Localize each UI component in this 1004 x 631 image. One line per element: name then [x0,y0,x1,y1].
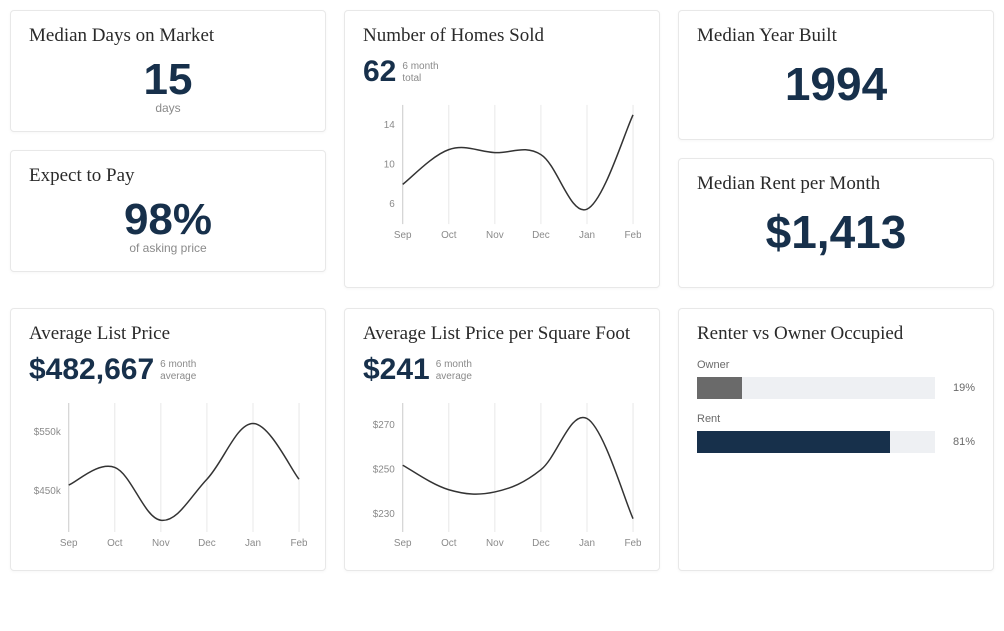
svg-text:Feb: Feb [625,230,641,241]
homes-sold-super: 6 month total [402,61,438,87]
svg-text:6: 6 [389,199,395,210]
bar-fill [697,431,890,453]
avg-list-value-row: $482,667 6 month average [29,355,307,385]
bar-pct: 81% [945,436,975,448]
card-avg-list-psf: Average List Price per Square Foot $241 … [344,308,660,571]
card-renter-owner: Renter vs Owner Occupied Owner 19% Rent … [678,308,994,571]
avg-psf-value: $241 [363,355,430,385]
svg-text:Oct: Oct [441,230,457,241]
year-built-value: 1994 [697,57,975,111]
homes-sold-value-row: 62 6 month total [363,57,641,87]
card-year-built: Median Year Built 1994 [678,10,994,140]
svg-text:14: 14 [384,120,396,131]
line-chart: $230 $250 $270 Sep Oct Nov Dec Jan Feb [363,395,641,554]
svg-text:$250: $250 [373,465,396,476]
super-top: 6 month [436,359,472,371]
svg-text:$450k: $450k [34,486,61,497]
expect-pay-value: 98% [29,195,307,245]
avg-psf-chart: $230 $250 $270 Sep Oct Nov Dec Jan Feb [363,395,641,554]
svg-text:$550k: $550k [34,427,61,438]
bar-fill [697,377,742,399]
svg-text:$230: $230 [373,509,396,520]
avg-psf-super: 6 month average [436,359,472,385]
bar-section: Rent 81% [697,413,975,453]
svg-text:Dec: Dec [532,538,550,549]
avg-list-value: $482,667 [29,355,154,385]
svg-text:Jan: Jan [245,538,261,549]
avg-psf-value-row: $241 6 month average [363,355,641,385]
svg-text:Oct: Oct [107,538,123,549]
card-title: Average List Price per Square Foot [363,323,641,345]
line-chart: 6 10 14 Sep Oct Nov Dec Jan Feb [363,97,641,246]
super-bottom: average [160,371,196,383]
median-days-unit: days [29,101,307,115]
svg-text:Dec: Dec [198,538,216,549]
col1-top-stack: Median Days on Market 15 days Expect to … [10,10,326,288]
homes-sold-value: 62 [363,57,396,87]
bar-chart: Owner 19% Rent 81% [697,359,975,453]
card-title: Number of Homes Sold [363,25,641,47]
card-avg-list-price: Average List Price $482,667 6 month aver… [10,308,326,571]
median-days-value: 15 [29,55,307,105]
card-title: Median Days on Market [29,25,307,47]
svg-text:Feb: Feb [625,538,641,549]
svg-text:Jan: Jan [579,538,595,549]
card-median-rent: Median Rent per Month $1,413 [678,158,994,288]
svg-text:Sep: Sep [394,230,412,241]
line-chart: $450k $550k Sep Oct Nov Dec Jan Feb [29,395,307,554]
svg-text:Nov: Nov [486,538,504,549]
card-homes-sold: Number of Homes Sold 62 6 month total 6 1… [344,10,660,288]
card-title: Median Year Built [697,25,975,47]
svg-text:Jan: Jan [579,230,595,241]
svg-text:Sep: Sep [60,538,78,549]
bar-track [697,431,935,453]
bar-pct: 19% [945,382,975,394]
card-title: Expect to Pay [29,165,307,187]
svg-text:10: 10 [384,159,396,170]
bar-label: Rent [697,413,975,425]
card-title: Renter vs Owner Occupied [697,323,975,345]
card-title: Median Rent per Month [697,173,975,195]
card-expect-pay: Expect to Pay 98% of asking price [10,150,326,272]
svg-text:Dec: Dec [532,230,550,241]
super-bottom: total [402,73,438,85]
super-bottom: average [436,371,472,383]
homes-sold-chart: 6 10 14 Sep Oct Nov Dec Jan Feb [363,97,641,246]
card-median-days: Median Days on Market 15 days [10,10,326,132]
bar-row: 81% [697,431,975,453]
bar-label: Owner [697,359,975,371]
svg-text:Nov: Nov [152,538,170,549]
bar-section: Owner 19% [697,359,975,399]
super-top: 6 month [402,61,438,73]
super-top: 6 month [160,359,196,371]
svg-text:Sep: Sep [394,538,412,549]
svg-text:Oct: Oct [441,538,457,549]
expect-pay-unit: of asking price [29,241,307,255]
svg-text:$270: $270 [373,420,396,431]
median-rent-value: $1,413 [697,205,975,259]
dashboard-grid: Median Days on Market 15 days Expect to … [10,10,994,571]
svg-text:Feb: Feb [291,538,307,549]
bar-track [697,377,935,399]
card-title: Average List Price [29,323,307,345]
svg-text:Nov: Nov [486,230,504,241]
col3-top-stack: Median Year Built 1994 Median Rent per M… [678,10,994,288]
avg-list-chart: $450k $550k Sep Oct Nov Dec Jan Feb [29,395,307,554]
bar-row: 19% [697,377,975,399]
avg-list-super: 6 month average [160,359,196,385]
